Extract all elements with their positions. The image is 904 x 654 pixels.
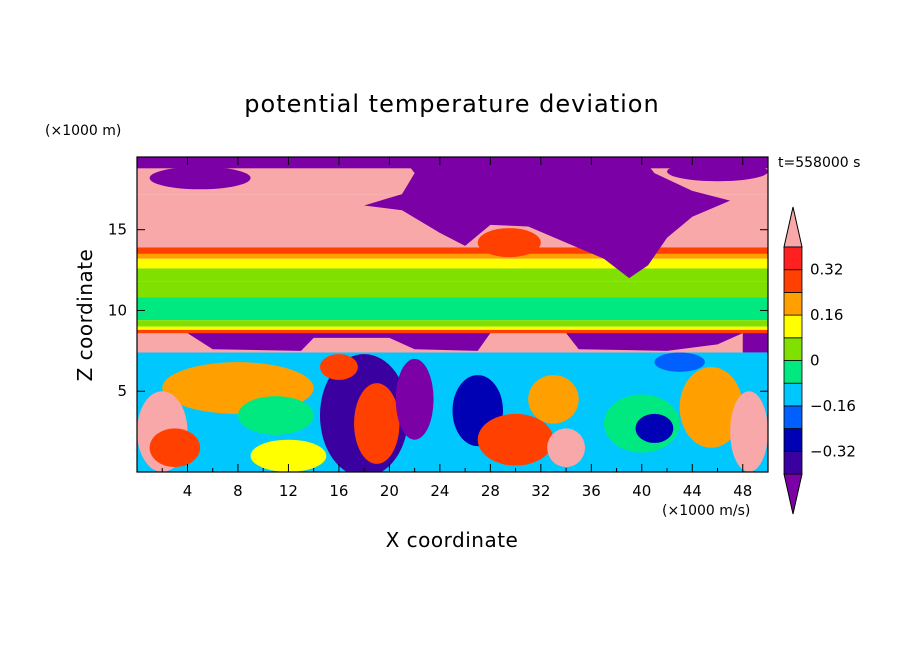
- colorbar-segment-7: [783, 314, 803, 339]
- colorbar-label-3: −0.16: [810, 397, 856, 415]
- chart-title: potential temperature deviation: [244, 90, 659, 118]
- y-tick-label-0: 5: [117, 382, 127, 400]
- x-unit-label: (×1000 m/s): [662, 503, 750, 519]
- contour-region-7: [237, 396, 314, 435]
- x-tick-label-10: 44: [683, 482, 702, 500]
- x-axis-label: X coordinate: [386, 528, 519, 552]
- x-tick-label-4: 20: [380, 482, 399, 500]
- contour-region-3: [364, 157, 731, 279]
- contour-band-6: [137, 281, 768, 298]
- contour-band-4: [137, 258, 768, 269]
- contour-band-10: [137, 329, 768, 334]
- contour-band-11: [137, 333, 768, 353]
- x-tick-label-7: 32: [531, 482, 550, 500]
- colorbar-segment-3: [783, 405, 803, 429]
- plot-frame: [136, 156, 769, 473]
- contour-band-2: [137, 247, 768, 254]
- contour-region-16: [477, 413, 554, 466]
- contour-band-5: [137, 268, 768, 282]
- time-label: t=558000 s: [778, 155, 860, 171]
- contour-region-10: [250, 439, 327, 472]
- y-tick-label-1: 10: [108, 301, 127, 319]
- contour-region-14: [319, 354, 358, 380]
- contour-region-4: [477, 228, 541, 258]
- colorbar: 0.32 0.16 0 −0.16 −0.32: [783, 206, 856, 515]
- x-tick-label-1: 8: [233, 482, 243, 500]
- colorbar-segment-2: [783, 428, 803, 452]
- x-tick-label-6: 28: [481, 482, 500, 500]
- contour-region-5: [137, 333, 743, 353]
- y-axis-ticks: 5 10 15: [108, 221, 768, 400]
- x-axis-ticks: 4 8 12 16 20 24 28 32 36 40 44 48: [161, 157, 752, 500]
- contour-region-22: [730, 391, 768, 472]
- contour-region-17: [528, 375, 579, 424]
- colorbar-label-1: 0.16: [810, 306, 843, 324]
- contour-band-7: [137, 297, 768, 321]
- colorbar-label-4: −0.32: [810, 442, 856, 460]
- colorbar-segment-9: [783, 269, 803, 293]
- y-axis-label: Z coordinate: [73, 249, 97, 382]
- contour-region-2: [667, 161, 768, 182]
- contour-region-13: [395, 358, 434, 440]
- colorbar-bottom-arrow: [783, 473, 803, 515]
- x-tick-label-11: 48: [733, 482, 752, 500]
- y-tick-label-2: 15: [108, 221, 127, 239]
- contour-band-9: [137, 326, 768, 330]
- colorbar-label-2: 0: [810, 352, 820, 370]
- contour-region-21: [679, 367, 743, 448]
- x-tick-label-8: 36: [582, 482, 601, 500]
- colorbar-segment-1: [783, 450, 803, 475]
- colorbar-top-arrow: [783, 206, 803, 248]
- colorbar-segment-6: [783, 337, 803, 361]
- contour-field: [137, 157, 768, 472]
- x-tick-label-0: 4: [183, 482, 193, 500]
- contour-band-3: [137, 253, 768, 259]
- colorbar-segment-10: [783, 246, 803, 271]
- colorbar-segment-8: [783, 291, 803, 316]
- contour-region-18: [547, 428, 586, 468]
- colorbar-label-0: 0.32: [810, 261, 843, 279]
- x-tick-label-5: 24: [430, 482, 449, 500]
- contour-region-1: [149, 166, 251, 190]
- colorbar-segment-5: [783, 360, 803, 384]
- contour-band-8: [137, 320, 768, 327]
- x-tick-label-9: 40: [632, 482, 651, 500]
- colorbar-segment-4: [783, 382, 803, 407]
- x-tick-label-2: 12: [279, 482, 298, 500]
- contour-region-20: [635, 413, 674, 443]
- contour-region-9: [149, 428, 201, 468]
- x-tick-label-3: 16: [329, 482, 348, 500]
- contour-region-23: [654, 352, 705, 372]
- y-unit-label: (×1000 m): [45, 123, 121, 139]
- contour-region-12: [354, 383, 400, 464]
